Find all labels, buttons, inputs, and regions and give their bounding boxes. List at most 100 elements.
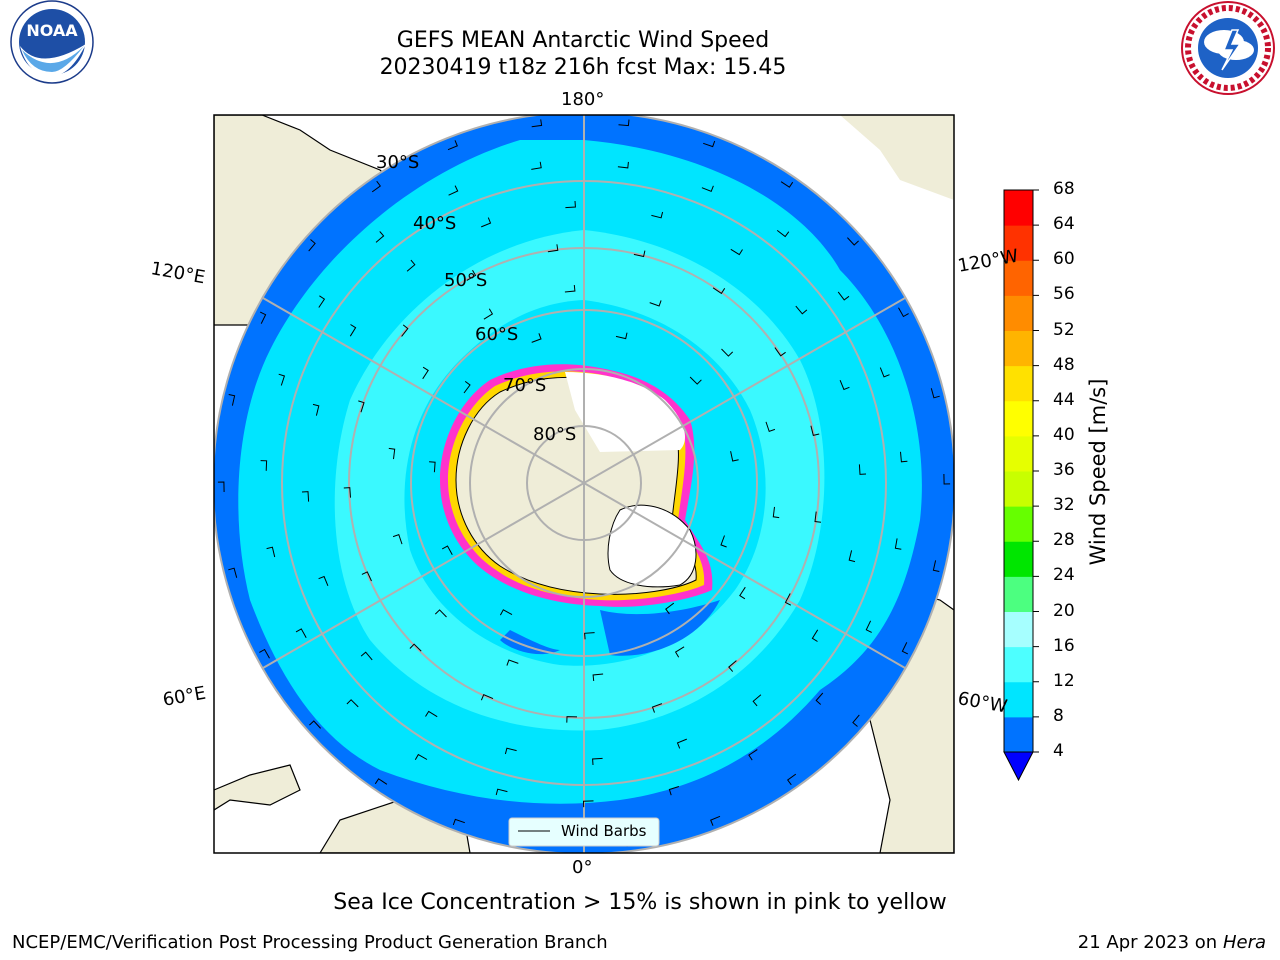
wind-barb — [452, 818, 465, 826]
wind-barb — [309, 720, 321, 729]
wind-barb — [481, 217, 492, 228]
wind-barb — [441, 545, 453, 556]
wind-barb — [720, 535, 727, 548]
wind-barb — [312, 403, 320, 416]
colorbar-segment — [1004, 260, 1033, 296]
wind-barb — [375, 231, 385, 243]
wind-barb — [506, 659, 519, 666]
wind-barb — [898, 307, 909, 318]
wind-barb — [837, 291, 850, 301]
wind-barb — [839, 380, 850, 391]
wind-barb — [668, 786, 680, 796]
wind-barb — [429, 461, 436, 473]
wind-barb — [565, 200, 576, 209]
wind-barb — [703, 140, 716, 148]
wind-barb — [879, 367, 890, 378]
wind-barb — [480, 694, 494, 701]
wind-barb — [730, 451, 739, 462]
wind-barb — [499, 609, 513, 616]
colorbar-segment — [1004, 190, 1033, 226]
wind-barb — [815, 692, 824, 705]
wind-barb — [425, 710, 438, 718]
wind-barb — [865, 620, 872, 633]
wind-barb — [409, 643, 422, 652]
lat-label-70s: 70°S — [503, 375, 547, 396]
lat-label-50s: 50°S — [444, 270, 488, 291]
wind-barb — [649, 300, 662, 307]
wind-barb — [531, 119, 543, 128]
lat-label-60s: 60°S — [475, 324, 519, 345]
wind-barb — [665, 602, 675, 615]
wind-barb — [531, 161, 542, 170]
wind-barb — [752, 694, 762, 707]
wind-barb — [712, 287, 726, 295]
colorbar-tick-label: 28 — [1053, 530, 1075, 551]
wind-barb — [217, 481, 225, 493]
wind-barb — [765, 421, 776, 433]
wind-barb — [689, 376, 702, 385]
wind-barb — [674, 646, 685, 658]
wind-barb — [259, 648, 270, 659]
colorbar-segment — [1004, 611, 1033, 648]
colorbar-segment — [1004, 295, 1033, 331]
wind-barb — [295, 628, 307, 638]
wind-barb — [901, 642, 909, 655]
colorbar-tick-label: 44 — [1053, 389, 1075, 410]
colorbar — [1003, 189, 1039, 782]
colorbar-tick-label: 8 — [1053, 705, 1064, 726]
wind-barb — [463, 381, 471, 394]
colorbar-label: Wind Speed [m/s] — [1086, 378, 1110, 566]
wind-barb — [318, 295, 326, 308]
wind-barb — [371, 180, 382, 193]
wind-barb — [932, 560, 940, 572]
colorbar-tick-label: 68 — [1053, 179, 1075, 199]
wind-barb — [894, 538, 902, 550]
wind-barb — [730, 248, 743, 256]
wind-barb — [617, 161, 629, 169]
wind-barb — [710, 815, 721, 826]
wind-barb — [260, 460, 268, 471]
wind-barb — [495, 788, 508, 796]
wind-barb — [701, 185, 714, 193]
colorbar-tick-label: 60 — [1053, 249, 1075, 270]
wind-barb — [374, 778, 388, 785]
wind-barb — [776, 230, 790, 238]
wind-barb — [401, 324, 409, 337]
colorbar-segment — [1004, 435, 1033, 472]
wind-barb — [531, 333, 542, 343]
wind-barb — [795, 305, 808, 315]
wind-barb — [483, 308, 494, 320]
wind-barb — [447, 140, 458, 151]
wind-barb — [858, 464, 867, 475]
wind-barb — [414, 753, 428, 761]
wind-barb — [811, 629, 819, 642]
colorbar-segment — [1004, 365, 1033, 402]
wind-barb — [739, 586, 746, 600]
footer-host: Hera — [1222, 932, 1266, 953]
wind-barb — [547, 244, 559, 253]
wind-barb — [466, 269, 477, 281]
colorbar-tick-label: 52 — [1053, 319, 1075, 340]
legend-label: Wind Barbs — [561, 822, 647, 840]
colorbar-segment — [1004, 716, 1033, 753]
legend — [508, 817, 660, 847]
footer-date-text: 21 Apr 2023 on — [1077, 932, 1223, 953]
lat-label-40s: 40°S — [413, 213, 457, 234]
wind-barb — [349, 324, 357, 337]
wind-barb — [618, 119, 630, 127]
colorbar-tick-label: 48 — [1053, 354, 1075, 375]
sea-ice-caption: Sea Ice Concentration > 15% is shown in … — [333, 890, 947, 915]
colorbar-segment — [1004, 576, 1033, 612]
chart-title: GEFS MEAN Antarctic Wind Speed — [396, 28, 770, 53]
lat-label-80s: 80°S — [533, 424, 577, 445]
wind-barb — [504, 747, 517, 755]
map-frame — [213, 114, 955, 854]
wind-barb — [278, 373, 286, 386]
wind-barb — [266, 546, 276, 558]
antarctica — [440, 364, 713, 607]
wind-barb — [358, 400, 365, 413]
wind-barb — [448, 185, 459, 196]
footer-credit: NCEP/EMC/Verification Post Processing Pr… — [12, 932, 608, 953]
wind-barb — [228, 394, 236, 406]
colorbar-segment — [1004, 225, 1033, 261]
